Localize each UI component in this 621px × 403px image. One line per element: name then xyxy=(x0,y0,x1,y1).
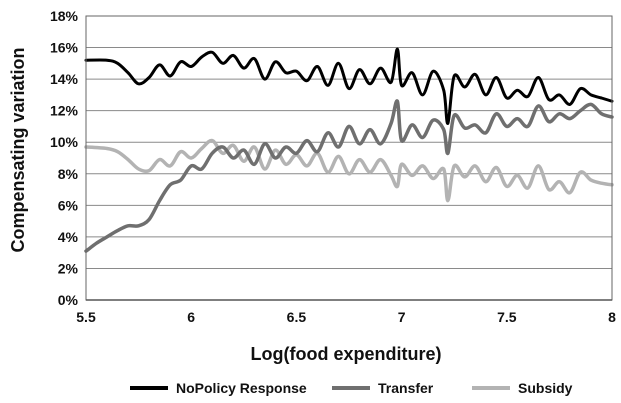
x-tick-label: 6.5 xyxy=(287,309,307,325)
axes xyxy=(85,15,613,301)
x-tick-label: 7 xyxy=(398,309,406,325)
y-tick-label: 16% xyxy=(50,40,79,56)
x-tick-label: 6 xyxy=(187,309,195,325)
x-tick-label: 8 xyxy=(608,309,616,325)
series-line-transfer xyxy=(84,99,614,253)
y-tick-label: 2% xyxy=(58,260,79,276)
legend-label-nopolicy: NoPolicy Response xyxy=(176,380,307,396)
legend-item-transfer: Transfer xyxy=(332,376,433,400)
y-axis-title: Compensating variation xyxy=(8,47,28,252)
legend-label-transfer: Transfer xyxy=(378,380,434,396)
y-tick-label: 8% xyxy=(58,166,79,182)
legend-item-subsidy: Subsidy xyxy=(472,376,572,400)
legend-swatch-nopolicy xyxy=(130,386,168,390)
y-tick-label: 12% xyxy=(50,103,79,119)
x-tick-label: 5.5 xyxy=(76,309,96,325)
y-tick-label: 4% xyxy=(58,229,79,245)
y-tick-label: 18% xyxy=(50,8,79,24)
legend-item-nopolicy: NoPolicy Response xyxy=(130,376,307,400)
series-line-subsidy xyxy=(84,138,614,203)
series-lines xyxy=(84,47,614,253)
x-tick-labels: 5.5 6 6.5 7 7.5 8 xyxy=(76,309,616,325)
legend-swatch-transfer xyxy=(332,386,370,390)
legend-swatch-subsidy xyxy=(472,386,510,390)
y-tick-label: 10% xyxy=(50,134,79,150)
legend: NoPolicy Response Transfer Subsidy xyxy=(0,376,621,400)
x-axis-title: Log(food expenditure) xyxy=(251,344,442,364)
legend-label-subsidy: Subsidy xyxy=(518,380,573,396)
plot-area-border xyxy=(85,15,613,301)
series-line-nopolicy-response xyxy=(84,47,614,125)
line-chart: 0% 2% 4% 6% 8% 10% 12% 14% 16% 18% 5.5 6 6.5 7 7.5 8 L… xyxy=(8,8,616,364)
y-tick-label: 0% xyxy=(58,292,79,308)
y-tick-label: 14% xyxy=(50,71,79,87)
grid-lines xyxy=(86,15,612,269)
y-tick-label: 6% xyxy=(58,197,79,213)
y-tick-labels: 0% 2% 4% 6% 8% 10% 12% 14% 16% 18% xyxy=(50,8,79,308)
x-tick-label: 7.5 xyxy=(497,309,517,325)
